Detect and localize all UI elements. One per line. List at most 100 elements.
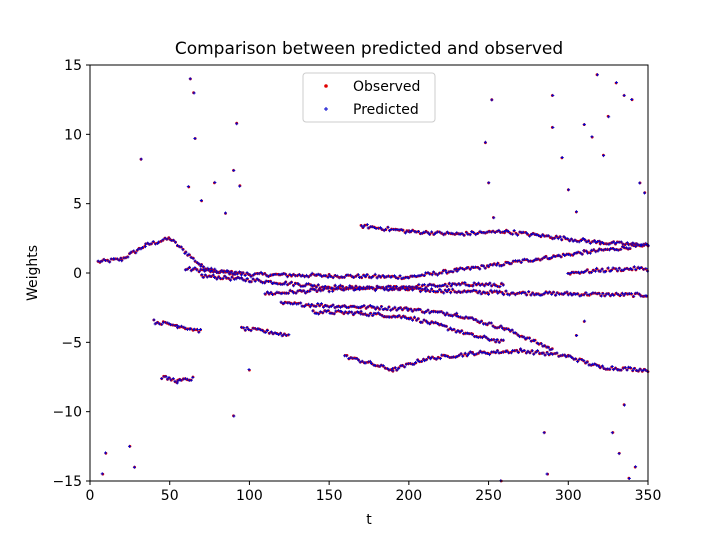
predicted-point [444, 269, 448, 273]
predicted-point [544, 255, 548, 259]
predicted-point [197, 270, 201, 274]
predicted-point [283, 272, 287, 276]
predicted-point [540, 233, 544, 237]
predicted-point [419, 290, 423, 294]
predicted-point [550, 352, 554, 356]
predicted-point [481, 264, 485, 268]
predicted-point [443, 288, 447, 292]
predicted-point [285, 283, 289, 287]
predicted-point [620, 291, 624, 295]
predicted-point [199, 263, 203, 267]
predicted-point [607, 115, 611, 119]
predicted-point [448, 326, 452, 330]
predicted-point [528, 351, 532, 355]
predicted-point [474, 318, 478, 322]
predicted-point [269, 280, 273, 284]
predicted-point [580, 239, 583, 242]
predicted-point [164, 375, 168, 379]
predicted-point [153, 322, 157, 326]
predicted-point [505, 229, 509, 232]
predicted-point [455, 355, 459, 359]
predicted-point [430, 230, 434, 234]
predicted-point [470, 351, 474, 355]
predicted-point [625, 368, 629, 372]
predicted-point [290, 280, 293, 284]
predicted-point [444, 313, 447, 317]
predicted-point [569, 237, 573, 241]
predicted-point [599, 294, 603, 298]
predicted-point [486, 292, 490, 296]
predicted-point [509, 351, 513, 355]
predicted-point [316, 302, 320, 305]
y-tick-label: −15 [52, 474, 82, 490]
predicted-point [152, 318, 156, 322]
predicted-point [360, 359, 364, 363]
predicted-point [511, 291, 515, 295]
predicted-point [346, 312, 350, 316]
predicted-point [588, 241, 592, 245]
predicted-point [604, 270, 607, 274]
predicted-point [314, 285, 318, 289]
predicted-point [225, 269, 229, 273]
predicted-point [361, 286, 365, 290]
plot-area [96, 73, 650, 483]
predicted-point [608, 242, 612, 246]
predicted-point [285, 275, 289, 279]
predicted-point [332, 312, 336, 316]
predicted-point [463, 351, 467, 355]
predicted-point [136, 248, 139, 252]
predicted-point [583, 270, 587, 274]
predicted-point [476, 291, 480, 295]
predicted-point [134, 251, 138, 255]
predicted-point [179, 378, 183, 382]
predicted-point [427, 232, 431, 236]
predicted-point [263, 272, 267, 276]
predicted-point [492, 262, 496, 266]
predicted-point [497, 340, 501, 344]
predicted-point [229, 278, 233, 282]
predicted-point [378, 312, 382, 316]
predicted-point [284, 280, 288, 284]
predicted-point [209, 274, 213, 278]
predicted-point [553, 236, 557, 240]
predicted-point [409, 307, 413, 311]
predicted-point [378, 226, 382, 230]
y-tick-label: 0 [73, 266, 82, 282]
predicted-point [415, 285, 419, 289]
predicted-point [597, 292, 601, 296]
predicted-point [563, 291, 567, 295]
predicted-point [634, 465, 638, 469]
predicted-point [439, 357, 442, 361]
predicted-point [538, 234, 542, 238]
predicted-point [631, 368, 635, 372]
predicted-point [555, 291, 559, 295]
predicted-point [461, 354, 465, 358]
predicted-point [315, 289, 319, 293]
predicted-point [318, 304, 322, 307]
predicted-point [350, 310, 354, 314]
predicted-point [611, 266, 615, 270]
predicted-point [448, 281, 452, 285]
predicted-point [191, 375, 195, 379]
predicted-point [557, 253, 561, 257]
predicted-point [622, 93, 626, 97]
predicted-point [550, 292, 554, 296]
predicted-point [321, 311, 325, 315]
predicted-point [526, 349, 530, 353]
predicted-point [468, 267, 472, 271]
predicted-point [630, 267, 634, 271]
predicted-point [200, 273, 204, 277]
predicted-point [193, 259, 197, 263]
predicted-point [536, 233, 540, 237]
predicted-point [232, 168, 236, 172]
predicted-point [155, 321, 159, 325]
predicted-point [367, 314, 371, 318]
predicted-point [339, 305, 342, 309]
predicted-point [397, 314, 401, 318]
predicted-point [424, 358, 428, 362]
x-tick-label: 200 [395, 488, 422, 504]
predicted-point [528, 336, 531, 340]
predicted-point [244, 279, 247, 283]
predicted-point [496, 291, 500, 295]
predicted-point [357, 358, 360, 362]
